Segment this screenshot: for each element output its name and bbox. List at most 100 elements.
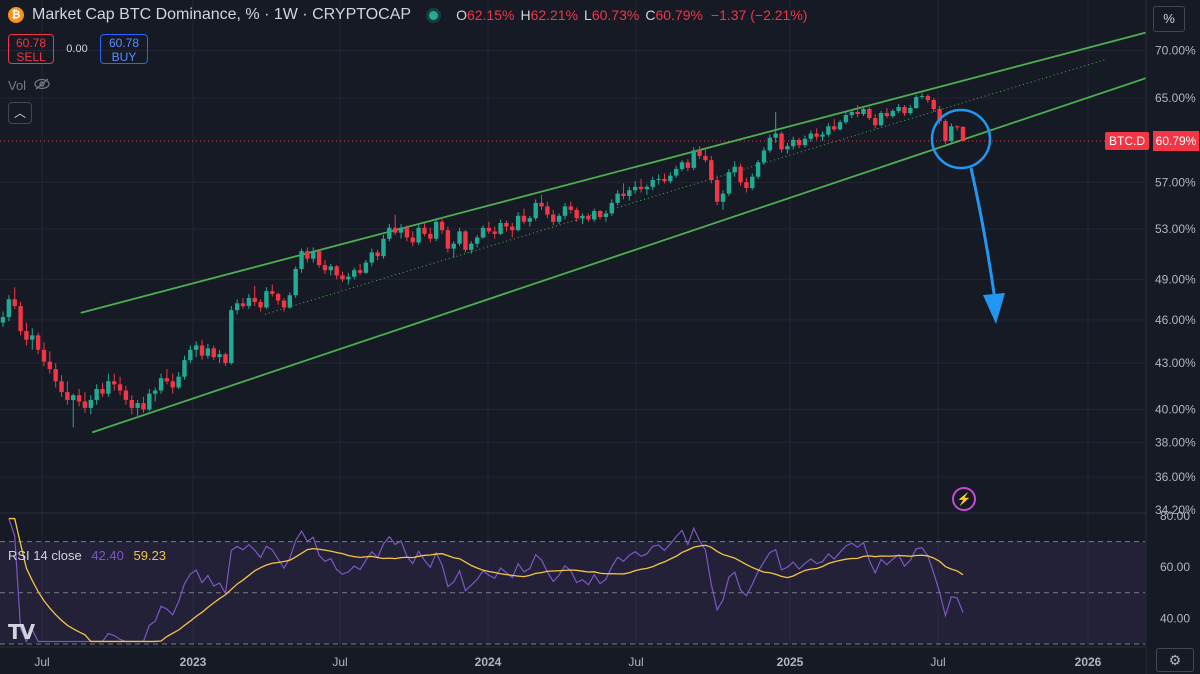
candle-body <box>849 112 854 116</box>
candle-body <box>644 186 650 190</box>
candle-body <box>551 214 556 222</box>
candle-body <box>311 251 316 259</box>
candle-body <box>691 150 696 168</box>
candle-body <box>12 299 17 307</box>
candle-body <box>855 112 860 115</box>
spread-value: 0.00 <box>66 43 88 55</box>
candle-body <box>744 182 749 188</box>
candle-body <box>515 215 521 231</box>
candle-body <box>369 252 374 263</box>
candle-body <box>820 134 825 137</box>
candle-body <box>574 209 579 219</box>
candle-body <box>872 118 878 126</box>
candle-body <box>18 306 23 332</box>
symbol-price-tag: BTC.D <box>1105 132 1149 150</box>
candle-body <box>960 126 966 142</box>
candle-body <box>229 310 234 364</box>
lightning-icon[interactable]: ⚡ <box>952 487 976 511</box>
trend-channel[interactable] <box>80 29 1154 434</box>
candle-body <box>592 211 597 220</box>
candle-body <box>281 300 287 308</box>
price-axis-label: 70.00% <box>1155 44 1196 58</box>
candle-body <box>668 175 673 182</box>
price-axis-label: 34.20% <box>1155 503 1196 517</box>
candle-body <box>621 193 626 196</box>
candle-body <box>59 381 64 393</box>
volume-legend: Vol <box>8 78 50 93</box>
ohlc-change: −1.37 (−2.21%) <box>710 7 808 23</box>
candle-body <box>24 331 29 340</box>
price-axis-label: 40.00% <box>1155 403 1196 417</box>
candle-body <box>867 109 872 119</box>
collapse-legend-button[interactable]: ︿ <box>8 102 32 124</box>
candle-body <box>6 299 12 318</box>
candle-body <box>158 378 164 391</box>
candle-body <box>732 166 737 173</box>
candle-body <box>199 345 205 356</box>
candle-body <box>673 168 679 176</box>
sell-button[interactable]: 60.78 SELL <box>8 34 54 64</box>
candle-body <box>603 213 609 217</box>
candle-body <box>586 215 591 220</box>
settings-gear-icon[interactable]: ⚙ <box>1156 648 1194 672</box>
candle-body <box>164 378 170 382</box>
candle-body <box>299 251 304 269</box>
candle-body <box>650 180 655 187</box>
candle-body <box>346 276 351 280</box>
candle-body <box>188 349 193 361</box>
chart-title[interactable]: Market Cap BTC Dominance, % · 1W · CRYPT… <box>32 6 412 23</box>
annotations[interactable] <box>930 108 1005 324</box>
candle-body <box>439 221 445 231</box>
ohlc-close-value: 60.79% <box>655 7 703 23</box>
candle-body <box>890 111 895 117</box>
annotation-arrowhead <box>983 293 1005 324</box>
candle-body <box>656 178 661 181</box>
candle-body <box>533 202 538 219</box>
rsi-ma-line <box>8 517 964 643</box>
candle-body <box>53 369 58 382</box>
candle-body <box>937 109 942 122</box>
candle-body <box>709 160 714 181</box>
channel-upper-line <box>80 29 1154 314</box>
candle-body <box>539 202 544 207</box>
rsi-legend: RSI 14 close 42.40 59.23 <box>8 548 166 563</box>
candle-body <box>504 222 509 227</box>
candle-body <box>697 150 702 156</box>
market-status-icon <box>429 10 439 20</box>
unit-button[interactable]: % <box>1153 6 1185 32</box>
candle-body <box>562 206 568 216</box>
candle-body <box>322 265 328 271</box>
candle-body <box>76 395 82 402</box>
candle-body <box>129 399 134 408</box>
candle-body <box>293 268 298 296</box>
candle-body <box>761 150 767 163</box>
rsi-label[interactable]: RSI 14 close <box>8 548 82 563</box>
candle-body <box>492 231 497 234</box>
candle-body <box>135 403 140 408</box>
candle-body <box>433 221 439 239</box>
sell-label: SELL <box>16 50 46 64</box>
candle-body <box>954 126 960 128</box>
price-axis-label: 46.00% <box>1155 313 1196 327</box>
candle-body <box>106 381 111 394</box>
candle-body <box>176 376 181 388</box>
candle-body <box>943 121 948 141</box>
hide-eye-icon[interactable] <box>34 78 50 93</box>
candle-body <box>679 162 685 169</box>
tradingview-logo[interactable]: TV <box>8 620 35 644</box>
candle-body <box>381 238 386 257</box>
time-axis-label: 2023 <box>180 655 207 669</box>
candle-body <box>457 231 462 244</box>
rsi-line <box>8 518 964 643</box>
candle-body <box>217 354 222 358</box>
buy-button[interactable]: 60.78 BUY <box>100 34 148 64</box>
grid <box>0 0 1200 648</box>
candle-body <box>205 348 211 356</box>
price-axis-label: 43.00% <box>1155 356 1196 370</box>
candle-body <box>240 303 246 307</box>
candle-body <box>632 186 638 191</box>
candle-body <box>785 146 790 150</box>
candle-body <box>392 227 398 233</box>
